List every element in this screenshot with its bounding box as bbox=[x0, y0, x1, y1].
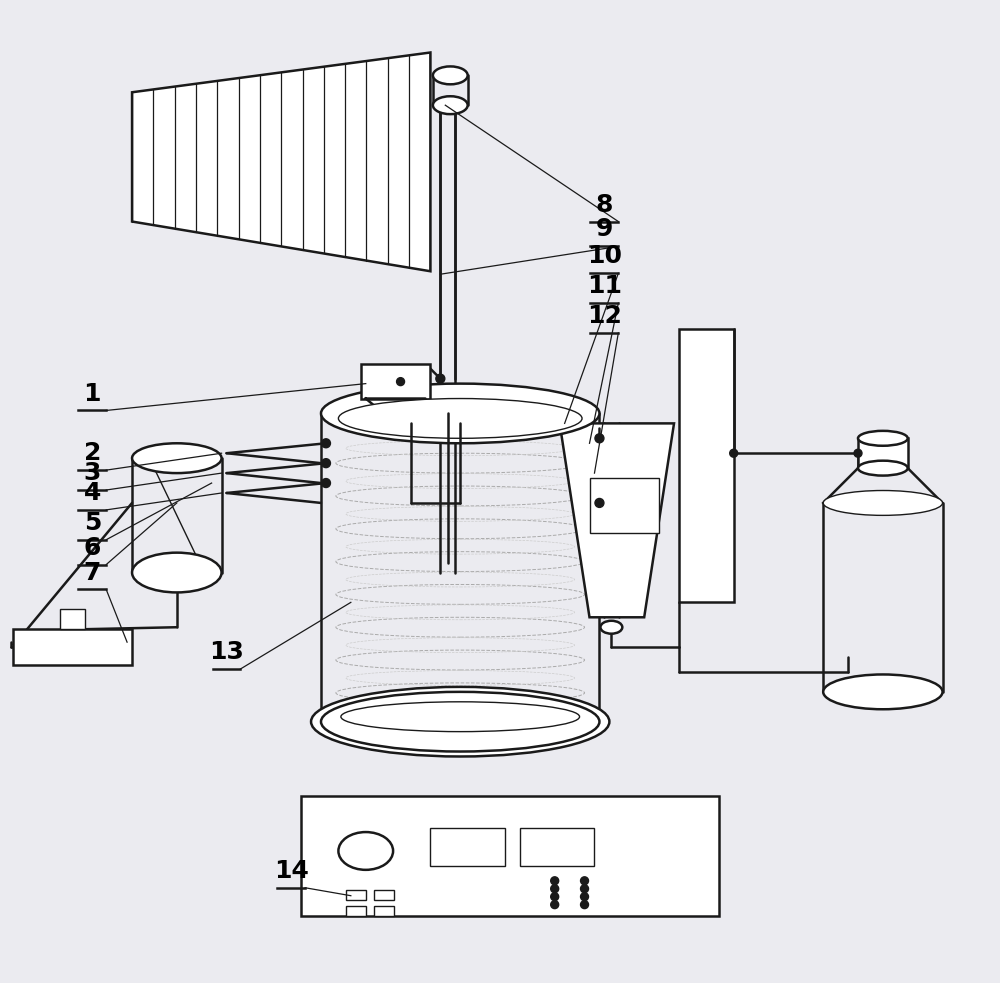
Circle shape bbox=[551, 877, 559, 885]
Circle shape bbox=[854, 449, 862, 457]
Ellipse shape bbox=[823, 491, 943, 515]
Circle shape bbox=[551, 885, 559, 893]
Circle shape bbox=[436, 375, 445, 383]
Ellipse shape bbox=[132, 552, 222, 593]
Polygon shape bbox=[560, 424, 674, 617]
Circle shape bbox=[581, 877, 589, 885]
Ellipse shape bbox=[132, 443, 222, 473]
Text: 10: 10 bbox=[587, 245, 622, 268]
Bar bbox=[590, 478, 659, 533]
Text: 6: 6 bbox=[84, 536, 101, 559]
Bar bbox=[374, 890, 394, 899]
Circle shape bbox=[551, 893, 559, 900]
Circle shape bbox=[321, 459, 330, 468]
Circle shape bbox=[321, 438, 330, 447]
Text: 5: 5 bbox=[84, 511, 101, 535]
Polygon shape bbox=[132, 52, 430, 271]
Circle shape bbox=[581, 893, 589, 900]
Ellipse shape bbox=[338, 832, 393, 870]
Bar bbox=[361, 364, 430, 398]
Bar bbox=[301, 796, 719, 915]
Text: 7: 7 bbox=[84, 560, 101, 585]
Circle shape bbox=[595, 434, 604, 442]
Ellipse shape bbox=[311, 687, 609, 757]
Circle shape bbox=[551, 900, 559, 908]
Circle shape bbox=[730, 449, 738, 457]
Text: 9: 9 bbox=[596, 217, 613, 242]
Ellipse shape bbox=[338, 398, 582, 438]
Circle shape bbox=[581, 885, 589, 893]
Bar bbox=[374, 905, 394, 915]
Text: 1: 1 bbox=[84, 381, 101, 406]
Text: 8: 8 bbox=[596, 193, 613, 216]
Circle shape bbox=[595, 498, 604, 507]
Text: 4: 4 bbox=[84, 481, 101, 505]
Text: 11: 11 bbox=[587, 274, 622, 298]
Ellipse shape bbox=[823, 674, 943, 710]
Bar bbox=[346, 890, 366, 899]
Text: 13: 13 bbox=[209, 640, 244, 665]
Ellipse shape bbox=[321, 383, 599, 443]
Ellipse shape bbox=[600, 621, 622, 634]
Bar bbox=[430, 828, 505, 866]
Bar bbox=[13, 629, 132, 665]
Bar bbox=[520, 828, 594, 866]
Ellipse shape bbox=[433, 67, 468, 85]
Bar bbox=[858, 438, 908, 468]
Circle shape bbox=[581, 900, 589, 908]
Bar bbox=[346, 905, 366, 915]
Ellipse shape bbox=[858, 461, 908, 476]
Ellipse shape bbox=[321, 692, 599, 752]
Text: 2: 2 bbox=[84, 441, 101, 465]
Ellipse shape bbox=[858, 431, 908, 445]
Bar bbox=[679, 329, 734, 603]
Text: 14: 14 bbox=[274, 859, 309, 883]
Text: 12: 12 bbox=[587, 304, 622, 328]
Ellipse shape bbox=[433, 96, 468, 114]
Circle shape bbox=[397, 377, 405, 385]
Bar bbox=[60, 609, 85, 629]
Circle shape bbox=[321, 479, 330, 488]
Text: 3: 3 bbox=[84, 461, 101, 485]
